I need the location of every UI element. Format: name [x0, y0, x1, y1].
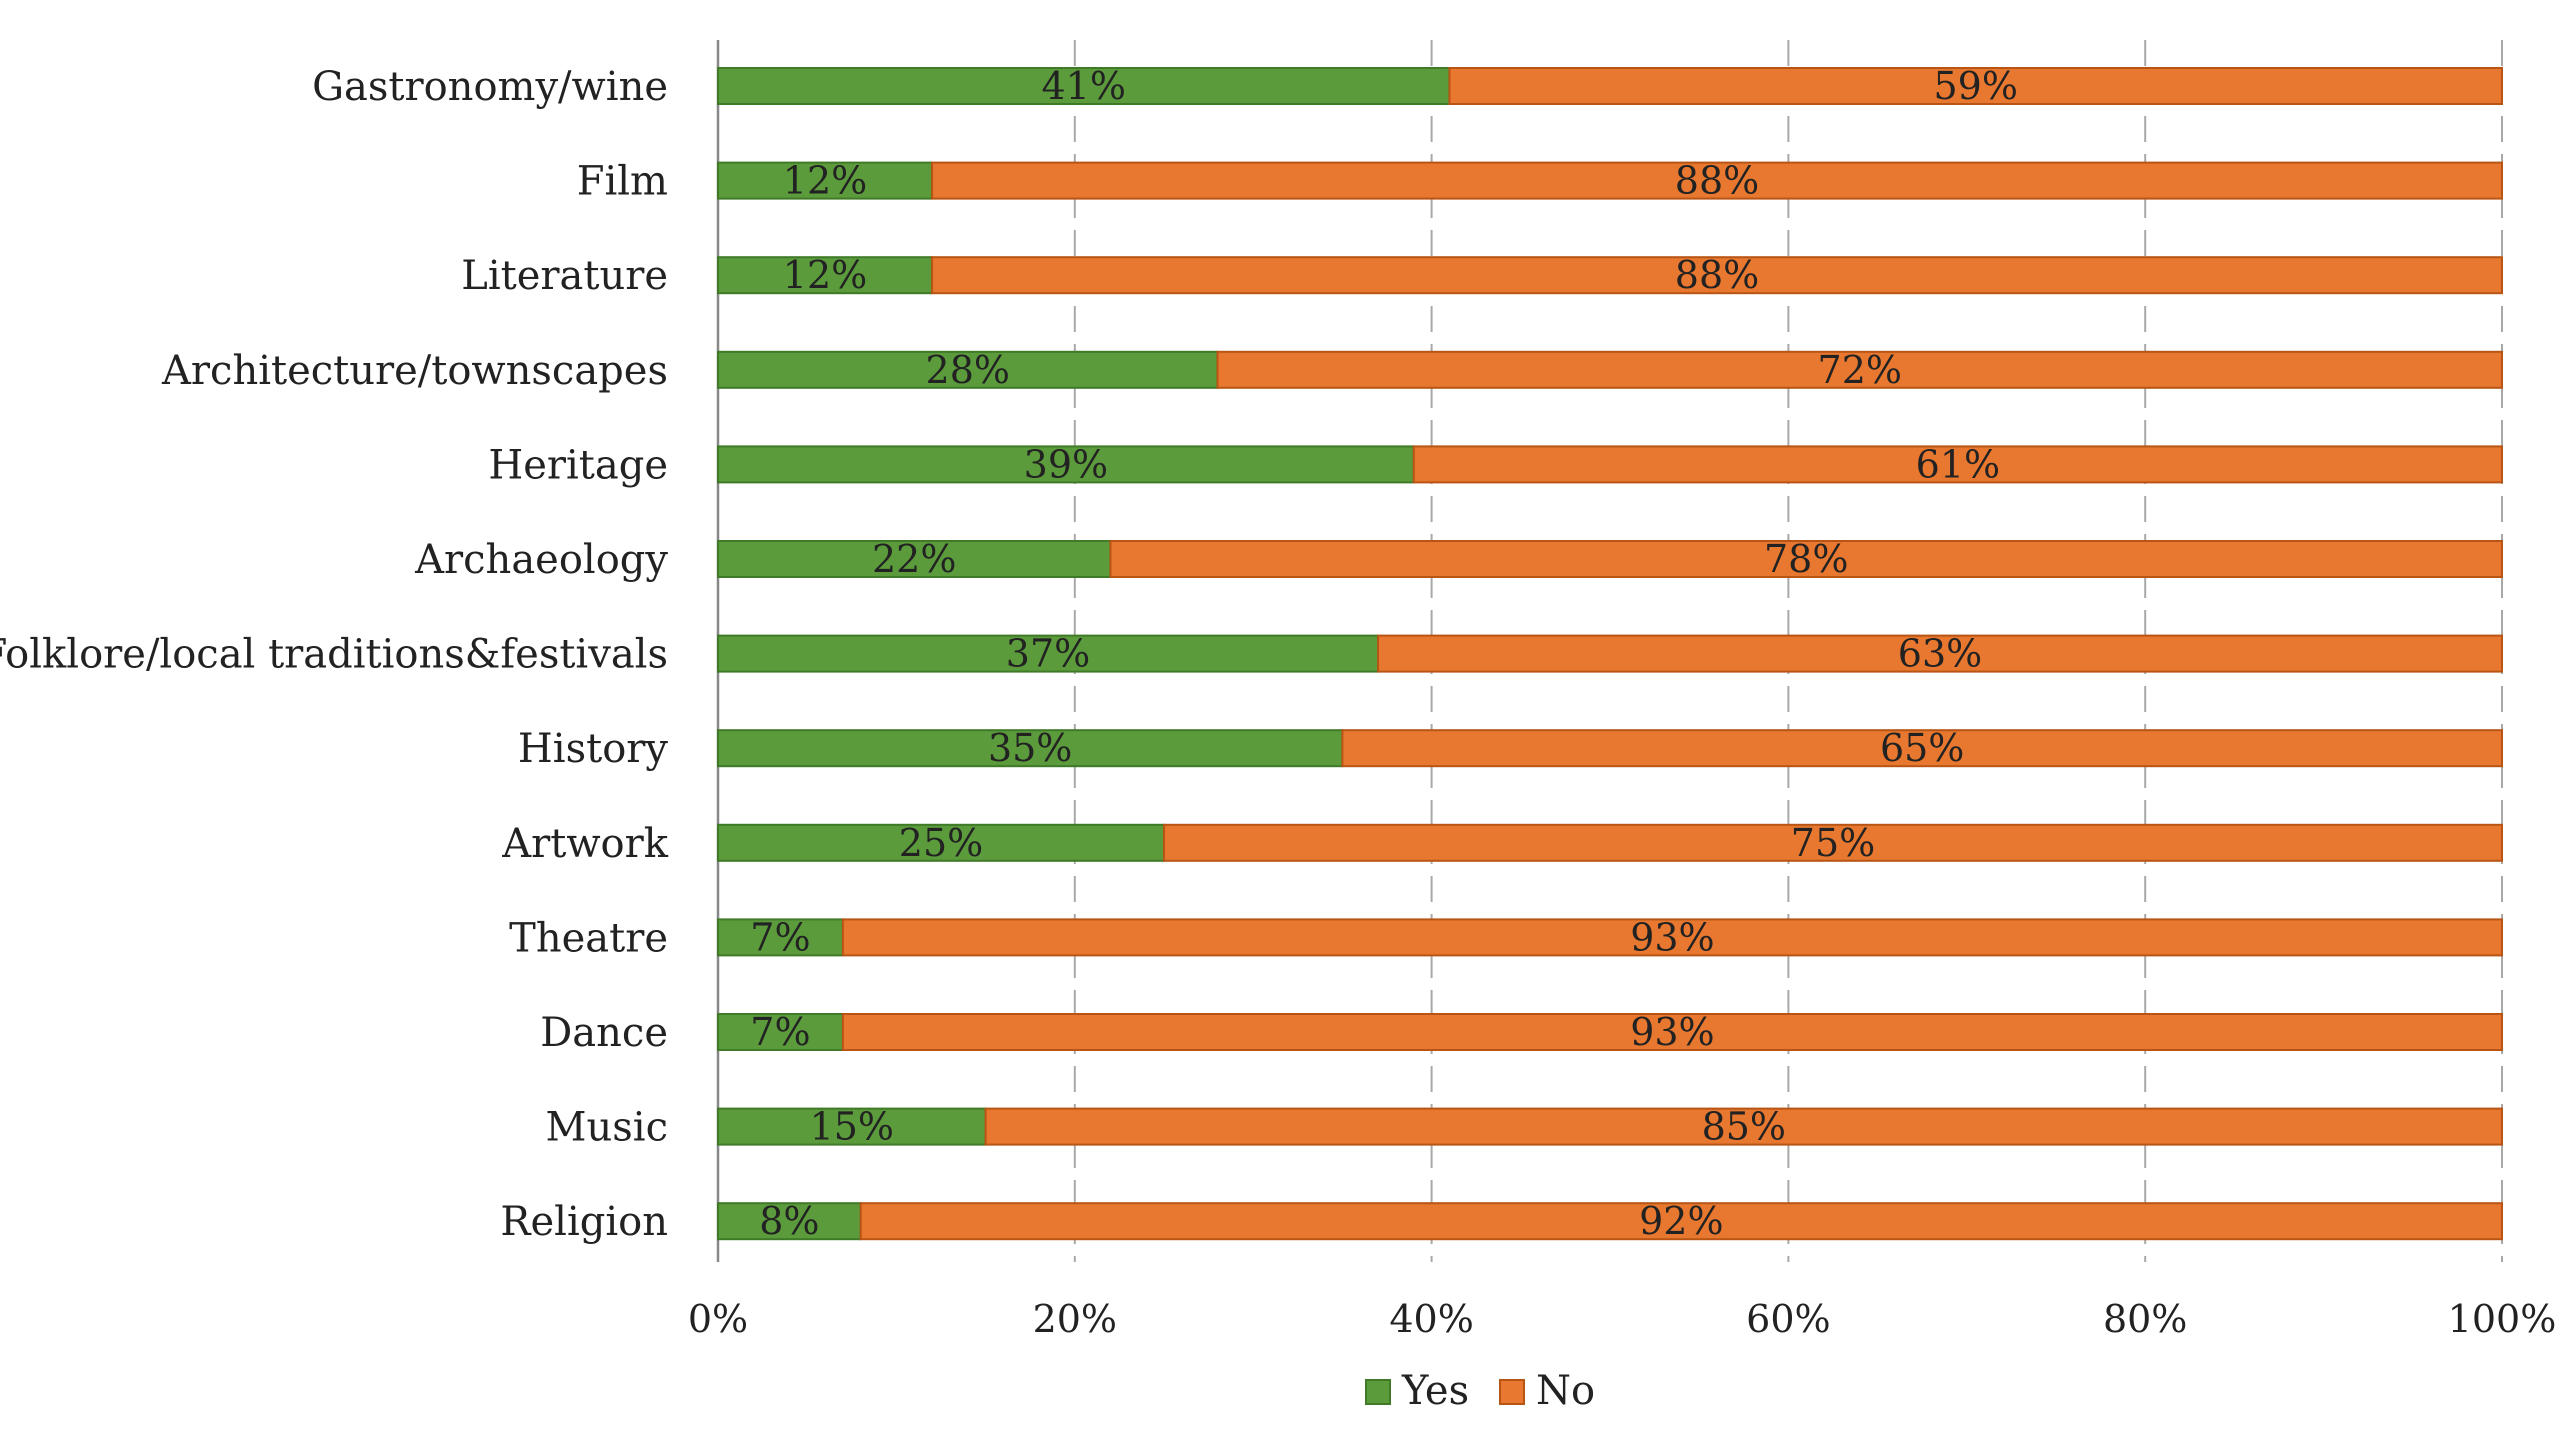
- category-label-music: Music: [546, 1105, 668, 1151]
- data-label-yes-gastronomy-wine: 41%: [1041, 64, 1125, 108]
- data-label-no-literature: 88%: [1675, 253, 1759, 297]
- bar-no-religion: [859, 1202, 2503, 1241]
- data-label-no-religion: 92%: [1639, 1199, 1723, 1243]
- data-label-no-folklore-local-traditions-festivals: 63%: [1898, 632, 1982, 676]
- bar-yes-gastronomy-wine: [717, 67, 1451, 105]
- bar-yes-literature: [717, 256, 934, 295]
- data-label-no-dance: 93%: [1630, 1010, 1714, 1054]
- legend: Yes No: [1365, 1368, 1595, 1414]
- data-label-yes-history: 35%: [988, 726, 1072, 770]
- bars: [717, 67, 2504, 1241]
- data-label-no-heritage: 61%: [1916, 442, 2000, 486]
- category-label-archaeology: Archaeology: [414, 537, 668, 583]
- category-label-dance: Dance: [540, 1010, 668, 1056]
- data-label-yes-folklore-local-traditions-festivals: 37%: [1006, 632, 1090, 676]
- bar-yes-archaeology: [717, 540, 1112, 578]
- bar-yes-folklore-local-traditions-festivals: [717, 634, 1380, 673]
- legend-label-no: No: [1536, 1368, 1595, 1414]
- data-label-no-gastronomy-wine: 59%: [1933, 64, 2017, 108]
- bar-no-heritage: [1412, 445, 2503, 484]
- category-label-film: Film: [577, 159, 668, 205]
- bar-no-folklore-local-traditions-festivals: [1377, 634, 2503, 673]
- data-labels: 41% 59% 12% 88% 12% 88% 28% 72% 39% 61% 22% 78% 37% 6…: [750, 64, 2018, 1243]
- legend-swatch-no: [1499, 1379, 1525, 1405]
- category-label-heritage: Heritage: [488, 442, 668, 488]
- bar-no-film: [931, 161, 2504, 200]
- data-label-yes-heritage: 39%: [1024, 442, 1108, 486]
- bar-yes-dance: [717, 1013, 844, 1051]
- data-label-no-architecture-townscapes: 72%: [1818, 348, 1902, 392]
- data-label-no-music: 85%: [1702, 1105, 1786, 1149]
- category-label-artwork: Artwork: [501, 821, 669, 867]
- data-label-yes-religion: 8%: [759, 1199, 819, 1243]
- data-label-no-history: 65%: [1880, 726, 1964, 770]
- data-label-yes-film: 12%: [783, 159, 867, 203]
- category-label-folklore-local-traditions-festivals: Folklore/local traditions&festivals: [0, 632, 668, 678]
- data-label-no-film: 88%: [1675, 159, 1759, 203]
- bar-no-architecture-townscapes: [1216, 350, 2503, 389]
- x-tick-label-80: 80%: [2103, 1297, 2187, 1341]
- category-label-gastronomy-wine: Gastronomy/wine: [312, 64, 668, 110]
- category-label-architecture-townscapes: Architecture/townscapes: [161, 348, 668, 394]
- data-label-yes-architecture-townscapes: 28%: [926, 348, 1010, 392]
- x-tick-label-40: 40%: [1389, 1297, 1473, 1341]
- category-label-literature: Literature: [461, 253, 668, 299]
- bar-yes-theatre: [717, 918, 844, 957]
- bar-no-archaeology: [1109, 540, 2503, 578]
- bar-no-gastronomy-wine: [1448, 67, 2503, 105]
- legend-label-yes: Yes: [1401, 1368, 1469, 1414]
- x-tick-label-60: 60%: [1746, 1297, 1830, 1341]
- data-label-yes-artwork: 25%: [899, 821, 983, 865]
- bar-no-literature: [931, 256, 2504, 295]
- x-tick-label-20: 20%: [1033, 1297, 1117, 1341]
- data-label-yes-theatre: 7%: [750, 915, 810, 959]
- data-label-no-artwork: 75%: [1791, 821, 1875, 865]
- category-label-history: History: [518, 726, 668, 772]
- data-label-no-archaeology: 78%: [1764, 537, 1848, 581]
- bar-yes-architecture-townscapes: [717, 350, 1219, 389]
- category-label-religion: Religion: [500, 1199, 668, 1245]
- data-label-yes-music: 15%: [810, 1105, 894, 1149]
- bar-no-artwork: [1163, 823, 2503, 862]
- category-label-theatre: Theatre: [509, 915, 668, 961]
- bar-no-history: [1341, 729, 2503, 768]
- data-label-yes-archaeology: 22%: [872, 537, 956, 581]
- bar-no-dance: [841, 1013, 2503, 1051]
- data-label-yes-literature: 12%: [783, 253, 867, 297]
- category-axis: Gastronomy/wine Film Literature Architectur…: [0, 64, 669, 1245]
- bar-no-theatre: [841, 918, 2503, 957]
- value-axis: 0% 20% 40% 60% 80% 100%: [688, 1297, 2556, 1341]
- x-tick-label-100: 100%: [2448, 1297, 2557, 1341]
- bar-no-music: [984, 1107, 2503, 1146]
- bar-yes-history: [717, 729, 1344, 768]
- x-tick-label-0: 0%: [688, 1297, 748, 1341]
- bar-yes-heritage: [717, 445, 1415, 484]
- legend-swatch-yes: [1365, 1379, 1391, 1405]
- bar-yes-artwork: [717, 823, 1165, 862]
- data-label-no-theatre: 93%: [1630, 915, 1714, 959]
- data-label-yes-dance: 7%: [750, 1010, 810, 1054]
